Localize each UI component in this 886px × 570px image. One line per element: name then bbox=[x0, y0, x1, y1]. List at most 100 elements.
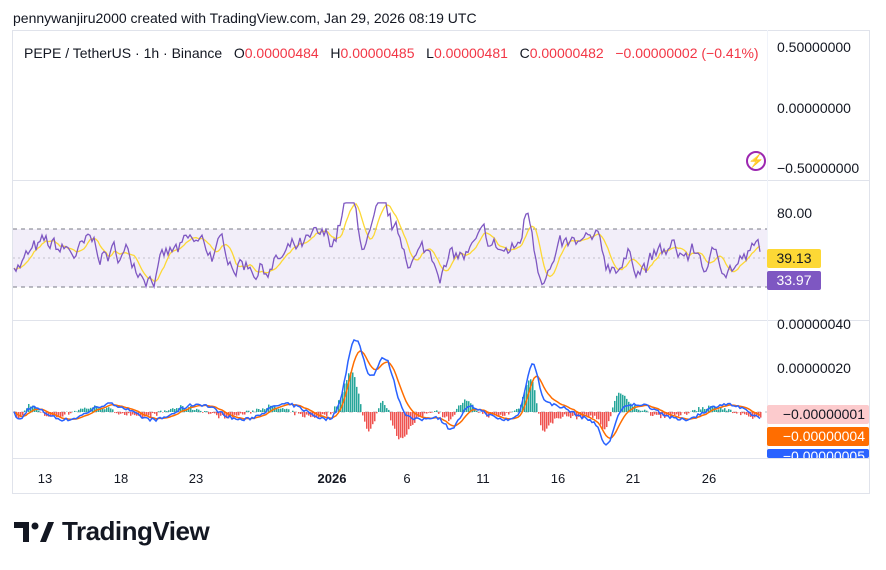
chart-panel[interactable] bbox=[12, 30, 870, 494]
pane-divider[interactable] bbox=[13, 320, 869, 321]
histogram-bar bbox=[408, 412, 410, 430]
histogram-bar bbox=[608, 412, 610, 422]
histogram-bar bbox=[102, 408, 104, 412]
high-label: H bbox=[330, 45, 341, 61]
histogram-bar bbox=[126, 412, 128, 416]
histogram-bar bbox=[422, 412, 424, 418]
histogram-bar bbox=[470, 403, 472, 412]
histogram-bar bbox=[186, 409, 188, 412]
histogram-bar bbox=[122, 412, 124, 414]
symbol-legend: PEPE / TetherUS · 1h · Binance O0.000004… bbox=[24, 45, 759, 61]
histogram-bar bbox=[532, 381, 534, 412]
histogram-bar bbox=[400, 412, 402, 438]
histogram-bar bbox=[616, 395, 618, 412]
histogram-bar bbox=[220, 412, 222, 416]
time-label: 16 bbox=[550, 471, 566, 486]
histogram-bar bbox=[718, 409, 720, 412]
histogram-bar bbox=[216, 412, 218, 416]
price-axis-label: −0.50000000 bbox=[777, 160, 860, 176]
pane-divider[interactable] bbox=[13, 180, 869, 181]
histogram-bar bbox=[304, 412, 306, 418]
histogram-bar bbox=[654, 412, 656, 415]
histogram-bar bbox=[50, 412, 52, 417]
histogram-bar bbox=[634, 405, 636, 412]
histogram-bar bbox=[248, 410, 250, 412]
histogram-bar bbox=[394, 412, 396, 429]
histogram-bar bbox=[500, 412, 502, 415]
high-value: 0.00000485 bbox=[340, 45, 415, 61]
histogram-bar bbox=[16, 412, 18, 419]
histogram-bar bbox=[384, 405, 386, 412]
histogram-bar bbox=[712, 405, 714, 412]
histogram-bar bbox=[642, 410, 644, 412]
histogram-bar bbox=[202, 412, 204, 413]
histogram-bar bbox=[302, 412, 304, 417]
histogram-bar bbox=[680, 412, 682, 416]
time-label: 23 bbox=[188, 471, 204, 486]
histogram-bar bbox=[368, 412, 370, 432]
lightning-icon[interactable]: ⚡ bbox=[746, 151, 766, 171]
histogram-bar bbox=[298, 412, 300, 414]
histogram-bar bbox=[620, 393, 622, 412]
histogram-bar bbox=[78, 409, 80, 412]
histogram-bar bbox=[174, 408, 176, 412]
pane-divider bbox=[13, 458, 869, 459]
histogram-bar bbox=[624, 395, 626, 412]
histogram-bar bbox=[694, 409, 696, 412]
histogram-bar bbox=[238, 412, 240, 416]
histogram-bar bbox=[630, 403, 632, 412]
histogram-bar bbox=[108, 407, 110, 412]
histogram-bar bbox=[94, 405, 96, 412]
histogram-bar bbox=[56, 412, 58, 418]
histogram-bar bbox=[308, 412, 310, 416]
histogram-bar bbox=[366, 412, 368, 429]
histogram-bar bbox=[116, 412, 118, 414]
macd-axis-label: 0.00000020 bbox=[777, 360, 851, 376]
histogram-bar bbox=[600, 412, 602, 425]
brand-name: TradingView bbox=[62, 516, 210, 546]
histogram-bar bbox=[170, 408, 172, 412]
histogram-bar bbox=[652, 412, 654, 417]
price-axis-label: 0.50000000 bbox=[777, 39, 851, 55]
histogram-bar bbox=[686, 412, 688, 415]
histogram-bar bbox=[200, 410, 202, 412]
histogram-bar bbox=[232, 412, 234, 418]
histogram-bar bbox=[60, 412, 62, 417]
histogram-bar bbox=[478, 412, 480, 413]
histogram-bar bbox=[474, 409, 476, 412]
histogram-bar bbox=[450, 412, 452, 420]
histogram-bar bbox=[436, 410, 438, 412]
low-value: 0.00000481 bbox=[433, 45, 508, 61]
histogram-bar bbox=[300, 412, 302, 415]
histogram-bar bbox=[128, 412, 130, 414]
histogram-bar bbox=[132, 412, 134, 415]
histogram-bar bbox=[554, 412, 556, 419]
close-value: 0.00000482 bbox=[529, 45, 604, 61]
histogram-bar bbox=[720, 407, 722, 412]
histogram-bar bbox=[594, 412, 596, 416]
histogram-bar bbox=[538, 412, 540, 414]
histogram-bar bbox=[386, 408, 388, 412]
histogram-bar bbox=[702, 407, 704, 412]
histogram-bar bbox=[146, 412, 148, 416]
histogram-bar bbox=[566, 412, 568, 417]
histogram-bar bbox=[360, 404, 362, 412]
histogram-bar bbox=[36, 409, 38, 412]
histogram-bar bbox=[660, 412, 662, 419]
histogram-bar bbox=[230, 412, 232, 415]
histogram-bar bbox=[472, 404, 474, 412]
histogram-bar bbox=[732, 412, 734, 414]
rsi-line bbox=[13, 202, 761, 290]
histogram-bar bbox=[448, 412, 450, 422]
histogram-bar bbox=[746, 412, 748, 415]
histogram-bar bbox=[542, 412, 544, 431]
histogram-bar bbox=[544, 412, 546, 432]
histogram-bar bbox=[556, 412, 558, 419]
histogram-bar bbox=[324, 412, 326, 415]
histogram-bar bbox=[192, 409, 194, 412]
histogram-bar bbox=[398, 412, 400, 440]
histogram-bar bbox=[564, 412, 566, 415]
time-label: 18 bbox=[113, 471, 129, 486]
change-value: −0.00000002 (−0.41%) bbox=[615, 45, 759, 61]
tradingview-logo[interactable]: TradingView bbox=[14, 516, 210, 547]
